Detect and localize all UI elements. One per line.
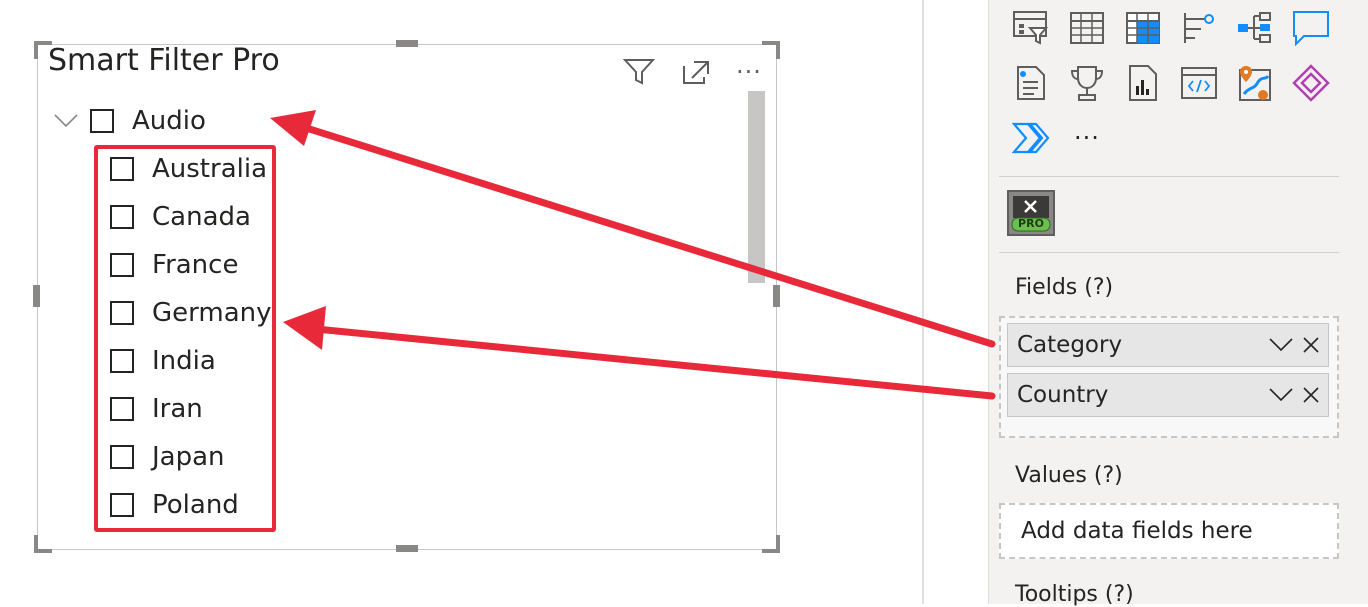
- field-pill-label: Country: [1017, 382, 1109, 408]
- fields-well[interactable]: Category Country: [999, 316, 1339, 438]
- visual-title: Smart Filter Pro: [48, 43, 280, 78]
- more-options-icon[interactable]: ···: [736, 58, 762, 86]
- goals-icon[interactable]: [1067, 63, 1107, 103]
- paginated-report-icon[interactable]: [1123, 63, 1163, 103]
- resize-corner-bottom-right[interactable]: [762, 535, 780, 553]
- resize-handle-bottom[interactable]: [396, 545, 418, 552]
- table-icon[interactable]: [1067, 8, 1107, 48]
- resize-handle-left[interactable]: [33, 285, 40, 307]
- resize-corner-top-right[interactable]: [762, 41, 780, 59]
- field-pill-label: Category: [1017, 332, 1123, 358]
- scrollbar-thumb[interactable]: [748, 91, 765, 283]
- tree-child-label: Australia: [152, 154, 268, 184]
- tree-child-label: France: [152, 250, 239, 280]
- power-automate-icon[interactable]: [1011, 118, 1051, 158]
- smart-filter-pro-icon[interactable]: PRO: [1005, 188, 1057, 238]
- checkbox[interactable]: [110, 445, 134, 469]
- matrix-icon[interactable]: [1123, 8, 1163, 48]
- checkbox[interactable]: [110, 157, 134, 181]
- chevron-down-icon[interactable]: [1268, 382, 1294, 408]
- tree-child-row[interactable]: Australia: [110, 151, 267, 187]
- tree-child-label: Germany: [152, 298, 272, 328]
- fields-well-label: Fields (?): [1015, 275, 1114, 300]
- values-well-label: Values (?): [1015, 463, 1123, 488]
- values-well[interactable]: Add data fields here: [999, 503, 1339, 559]
- tree-child-label: Iran: [152, 394, 203, 424]
- tree-child-label: India: [152, 346, 216, 376]
- qna-icon[interactable]: [1291, 8, 1331, 48]
- html-viewer-icon[interactable]: [1179, 63, 1219, 103]
- values-well-placeholder: Add data fields here: [1021, 518, 1253, 544]
- resize-corner-bottom-left[interactable]: [34, 535, 52, 553]
- checkbox[interactable]: [110, 349, 134, 373]
- tree-child-row[interactable]: Iran: [110, 391, 203, 427]
- chevron-down-icon[interactable]: [1268, 332, 1294, 358]
- tree-child-row[interactable]: Germany: [110, 295, 272, 331]
- smart-narrative-icon[interactable]: [1011, 63, 1051, 103]
- slicer-icon[interactable]: [1011, 8, 1051, 48]
- tree-child-row[interactable]: France: [110, 247, 238, 283]
- pane-separator: [999, 176, 1339, 177]
- filter-icon[interactable]: [622, 57, 656, 87]
- tree-child-label: Japan: [152, 442, 225, 472]
- more-visuals-icon[interactable]: ···: [1074, 124, 1100, 152]
- field-pill-category[interactable]: Category: [1007, 323, 1329, 367]
- tree-parent-row[interactable]: Audio: [54, 103, 206, 139]
- checkbox[interactable]: [110, 397, 134, 421]
- power-apps-icon[interactable]: [1291, 63, 1331, 103]
- annotation-highlight-box: [94, 145, 276, 532]
- tree-child-label: Canada: [152, 202, 251, 232]
- checkbox[interactable]: [110, 493, 134, 517]
- key-influencers-icon[interactable]: [1179, 8, 1219, 48]
- field-pill-country[interactable]: Country: [1007, 373, 1329, 417]
- checkbox[interactable]: [110, 205, 134, 229]
- tree-child-row[interactable]: Poland: [110, 487, 239, 523]
- tree-child-row[interactable]: India: [110, 343, 216, 379]
- focus-mode-icon[interactable]: [678, 57, 712, 87]
- tooltips-well-label: Tooltips (?): [1015, 582, 1134, 607]
- decomposition-tree-icon[interactable]: [1235, 8, 1275, 48]
- report-canvas: Smart Filter Pro ··· Audio Australia Can…: [33, 40, 780, 553]
- tree-child-row[interactable]: Japan: [110, 439, 225, 475]
- close-icon[interactable]: [1298, 382, 1324, 408]
- azure-map-icon[interactable]: [1235, 63, 1275, 103]
- resize-corner-top-left[interactable]: [34, 41, 52, 59]
- resize-handle-right[interactable]: [773, 285, 780, 307]
- visualizations-pane: ··· PRO Fields (?) Category Country Valu…: [988, 0, 1368, 607]
- checkbox[interactable]: [90, 109, 114, 133]
- resize-handle-top[interactable]: [396, 40, 418, 47]
- tree-parent-label: Audio: [132, 106, 206, 136]
- tree-child-label: Poland: [152, 490, 239, 520]
- close-icon[interactable]: [1298, 332, 1324, 358]
- pro-badge-label: PRO: [1018, 217, 1044, 230]
- pane-separator: [999, 252, 1339, 253]
- chevron-down-icon[interactable]: [54, 109, 78, 133]
- tree-child-row[interactable]: Canada: [110, 199, 251, 235]
- checkbox[interactable]: [110, 301, 134, 325]
- pane-gutter: [924, 0, 988, 604]
- checkbox[interactable]: [110, 253, 134, 277]
